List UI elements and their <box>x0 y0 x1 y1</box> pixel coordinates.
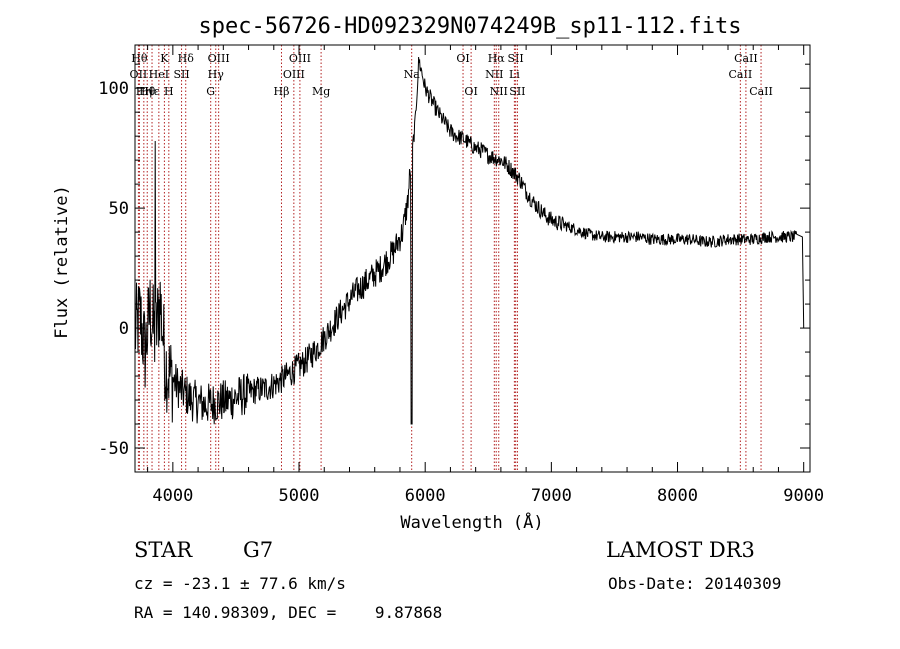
line-label-1: OII <box>130 68 148 81</box>
line-label-12: OIII <box>208 52 230 65</box>
y-tick-label: 0 <box>119 319 129 339</box>
line-label-19: OI <box>464 85 477 98</box>
line-label-18: OI <box>456 52 469 65</box>
plot-area: HθOIIHηHθHεHeIKHSIIHδGHγOIIIHβOIIIOIIIMg… <box>98 44 824 506</box>
x-tick-label: 4000 <box>152 486 193 506</box>
line-label-22: NII <box>490 85 508 98</box>
redshift-value: cz = -23.1 ± 77.6 km/s <box>134 574 346 593</box>
line-label-4: Hε <box>144 85 160 98</box>
line-label-26: CaII <box>729 68 753 81</box>
subclass: G7 <box>243 538 274 562</box>
line-label-11: Hγ <box>208 68 225 81</box>
y-tick-label: 50 <box>109 199 129 219</box>
x-tick-label: 5000 <box>279 486 320 506</box>
line-label-20: NII <box>485 68 503 81</box>
line-label-10: G <box>206 85 215 98</box>
y-tick-label: 100 <box>98 79 129 99</box>
spectrum-line <box>134 56 805 425</box>
line-label-17: Na <box>404 68 421 81</box>
radec-coordinates: RA = 140.98309, DEC = 9.87868 <box>134 603 443 622</box>
line-label-0: Hθ <box>131 52 148 65</box>
line-label-28: CaII <box>749 85 773 98</box>
line-label-15: OIII <box>289 52 311 65</box>
line-label-21: Hα <box>488 52 506 65</box>
x-axis-label: Wavelength (Å) <box>400 511 543 533</box>
line-label-13: Hβ <box>274 85 290 98</box>
x-tick-label: 6000 <box>405 486 446 506</box>
line-label-6: K <box>160 52 169 65</box>
x-tick-label: 9000 <box>783 486 824 506</box>
line-label-8: SII <box>173 68 189 81</box>
line-label-5: HeI <box>149 68 169 81</box>
line-label-27: CaII <box>734 52 758 65</box>
y-axis-label: Flux (relative) <box>52 185 72 339</box>
y-tick-label: -50 <box>98 439 129 459</box>
survey-name: LAMOST DR3 <box>606 538 755 562</box>
obs-date: Obs-Date: 20140309 <box>608 574 782 593</box>
line-label-7: H <box>164 85 174 98</box>
line-label-25: SII <box>509 85 525 98</box>
line-label-23: Li <box>509 68 520 81</box>
chart-title: spec-56726-HD092329N074249B_sp11-112.fit… <box>198 14 741 39</box>
line-label-14: OIII <box>283 68 305 81</box>
line-label-9: Hδ <box>178 52 195 65</box>
plot-frame <box>134 44 811 473</box>
x-tick-label: 8000 <box>657 486 698 506</box>
x-tick-label: 7000 <box>531 486 572 506</box>
line-label-16: Mg <box>312 85 330 98</box>
line-label-24: SII <box>508 52 524 65</box>
object-type: STAR <box>134 538 193 562</box>
